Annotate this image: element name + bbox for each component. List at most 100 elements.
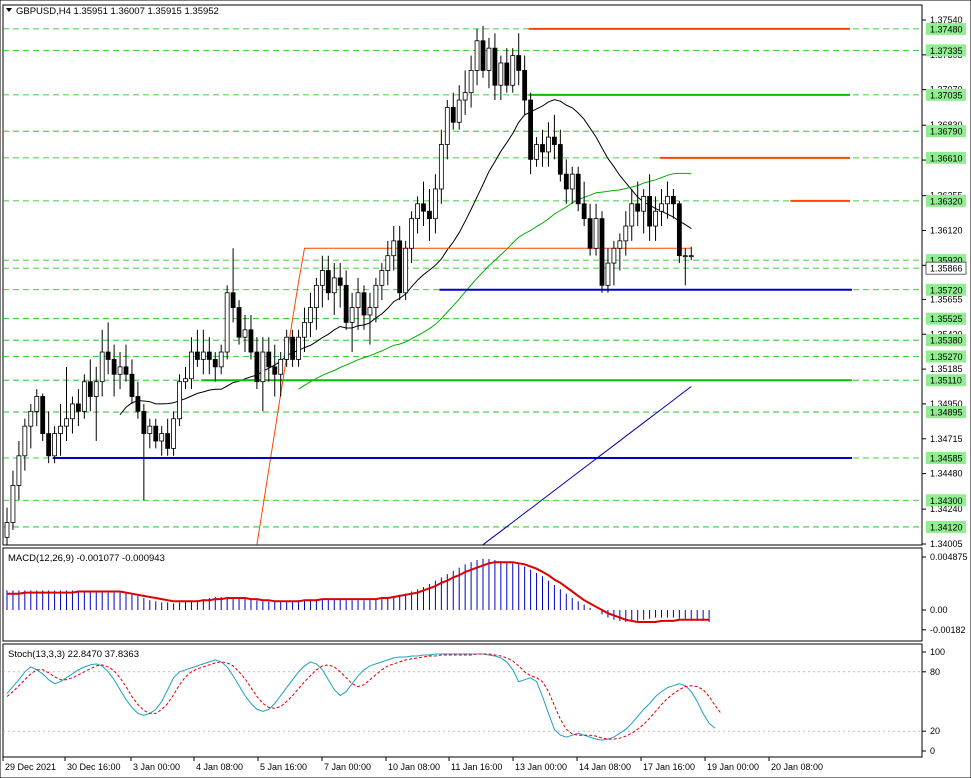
candle xyxy=(76,389,81,427)
candle xyxy=(385,240,391,286)
candle-body xyxy=(480,40,486,71)
price-level-box xyxy=(926,406,966,419)
candle xyxy=(266,337,272,382)
candle-body xyxy=(10,485,16,523)
candle xyxy=(46,411,52,464)
candle xyxy=(522,55,528,115)
candle-body xyxy=(254,351,260,383)
candle-body xyxy=(486,47,492,71)
price-level-label: 1.35110 xyxy=(930,376,962,386)
candle-body xyxy=(76,403,81,412)
candle-body xyxy=(671,195,676,205)
candle-body xyxy=(343,284,349,323)
y-tick-label: 1.34715 xyxy=(930,434,963,444)
candle xyxy=(230,248,236,323)
candle-body xyxy=(474,40,480,71)
candle-body xyxy=(319,270,325,286)
candle-body xyxy=(635,203,641,212)
candle xyxy=(510,48,516,93)
candle xyxy=(563,159,569,204)
candle xyxy=(397,226,403,301)
candle-body xyxy=(141,410,147,434)
candle xyxy=(242,314,248,353)
candle xyxy=(189,337,194,390)
y-tick-label: 1.34240 xyxy=(930,504,963,514)
candle xyxy=(367,292,373,345)
price-level-box xyxy=(926,452,966,465)
candle xyxy=(218,344,224,375)
candle xyxy=(290,329,296,367)
candle xyxy=(302,307,307,353)
candle xyxy=(64,366,69,441)
candle xyxy=(682,248,688,286)
candle xyxy=(313,277,319,330)
candle-body xyxy=(177,381,182,420)
price-level-box xyxy=(926,374,966,387)
candle xyxy=(343,270,349,330)
candle-body xyxy=(212,359,218,368)
x-tick-label: 19 Jan 00:00 xyxy=(707,762,759,772)
price-level-box xyxy=(926,125,966,138)
candle-body xyxy=(28,410,34,427)
candle xyxy=(206,337,212,375)
candle-body xyxy=(391,240,397,257)
candle-body xyxy=(581,203,587,220)
candle xyxy=(438,129,444,204)
candle xyxy=(629,188,635,241)
y-tick-label: 1.36120 xyxy=(930,225,963,235)
candle xyxy=(379,263,385,301)
candle-body xyxy=(462,92,468,101)
candle xyxy=(355,277,361,330)
candle-body xyxy=(337,277,343,286)
candle xyxy=(135,381,141,419)
candle xyxy=(361,285,367,330)
candle-body xyxy=(444,107,450,145)
y-tick-label: 1.34480 xyxy=(930,469,963,479)
price-level-box xyxy=(926,350,966,363)
candle xyxy=(569,166,575,204)
candle-body xyxy=(605,262,611,286)
candle-body xyxy=(325,270,331,294)
price-level-label: 1.34300 xyxy=(930,496,963,506)
candle-body xyxy=(236,307,242,338)
x-tick-label: 3 Jan 00:00 xyxy=(133,762,180,772)
candle-body xyxy=(522,69,528,101)
candle-body xyxy=(456,99,462,123)
candle xyxy=(254,337,260,390)
candle-body xyxy=(331,277,337,294)
price-level-label: 1.34895 xyxy=(930,408,963,418)
price-level-box xyxy=(926,194,966,207)
candle xyxy=(224,285,230,360)
candle-body xyxy=(647,195,652,227)
candle-body xyxy=(266,351,272,368)
y-tick-label: 1.34005 xyxy=(930,539,963,549)
macd-y-tick-label: -0.00182 xyxy=(930,625,966,635)
candle-body xyxy=(623,225,629,242)
candle-body xyxy=(611,247,617,264)
candle-body xyxy=(218,351,224,368)
candle xyxy=(599,211,605,293)
candle-body xyxy=(641,195,647,212)
candle xyxy=(4,507,10,545)
candle-body xyxy=(659,203,664,212)
candle xyxy=(653,196,658,241)
candle-body xyxy=(421,203,426,212)
candle-body xyxy=(52,433,57,457)
stoch-y-tick-label: 100 xyxy=(930,647,945,657)
stoch-header: Stoch(13,3,3) 22.8470 37.8363 xyxy=(8,649,139,660)
candle xyxy=(99,329,105,397)
price-level-box xyxy=(926,151,966,164)
candle-body xyxy=(415,203,420,220)
candle-body xyxy=(492,47,498,86)
candle-body xyxy=(373,284,379,308)
candle xyxy=(87,359,93,412)
candle-body xyxy=(153,425,159,442)
x-tick-label: 13 Jan 00:00 xyxy=(515,762,567,772)
candle-body xyxy=(587,218,593,249)
candle xyxy=(688,246,694,261)
candle xyxy=(260,337,266,412)
candle-body xyxy=(403,247,409,294)
candle-body xyxy=(682,255,688,258)
price-level-label: 1.37035 xyxy=(930,90,963,100)
